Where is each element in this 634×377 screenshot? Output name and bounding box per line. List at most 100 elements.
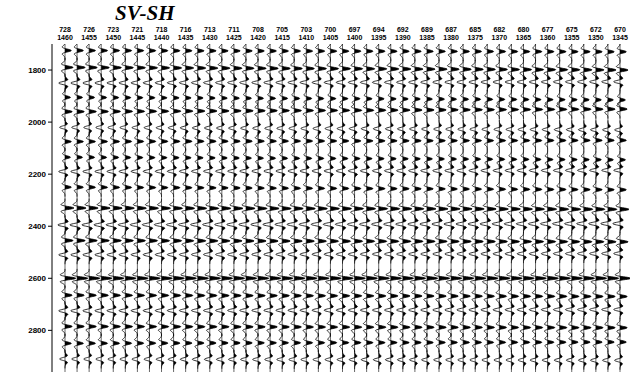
- wiggle-fill: [475, 333, 481, 352]
- wiggle-line: [422, 350, 430, 369]
- wiggle-line: [554, 120, 562, 139]
- wiggle-fill: [391, 101, 398, 120]
- wiggle-fill: [523, 180, 529, 199]
- wiggle-fill: [487, 333, 493, 352]
- wiggle-fill: [427, 199, 436, 218]
- wiggle-fill: [246, 317, 253, 336]
- wiggle-line: [156, 350, 164, 369]
- wiggle-line: [301, 350, 309, 369]
- wiggle-line: [591, 269, 607, 288]
- wiggle-line: [436, 287, 446, 306]
- wiggle-line: [267, 132, 276, 151]
- wiggle-fill: [186, 102, 193, 121]
- wiggle-fill: [174, 231, 182, 250]
- wiggle-fill: [222, 334, 228, 353]
- wiggle-fill: [511, 131, 517, 150]
- wiggle-fill: [415, 101, 422, 120]
- wiggle-line: [216, 350, 224, 369]
- wiggle-line: [517, 300, 526, 319]
- wiggle-line: [267, 286, 277, 305]
- wiggle-line: [569, 44, 578, 61]
- wiggle-line: [481, 245, 490, 264]
- wiggle-line: [96, 269, 112, 288]
- wiggle-line: [616, 200, 629, 219]
- wiggle-line: [62, 317, 72, 336]
- wiggle-fill: [487, 318, 494, 337]
- y-tick-label: 1800: [28, 66, 46, 75]
- wiggle-line: [304, 44, 313, 60]
- wiggle-fill: [89, 58, 97, 77]
- wiggle-fill: [403, 179, 409, 198]
- wiggle-line: [134, 58, 146, 77]
- wiggle-line: [277, 119, 285, 138]
- wiggle-line: [183, 132, 192, 151]
- wiggle-line: [521, 333, 530, 352]
- wiggle-fill: [427, 318, 434, 337]
- wiggle-line: [580, 232, 592, 251]
- wiggle-line: [348, 301, 357, 320]
- wiggle-line: [492, 215, 502, 234]
- wiggle-fill: [101, 334, 107, 353]
- wiggle-line: [364, 44, 373, 61]
- wiggle-fill: [234, 149, 239, 168]
- wiggle-line: [182, 199, 195, 218]
- wiggle-fill: [234, 179, 240, 198]
- wiggle-line: [484, 44, 493, 61]
- wiggle-line: [123, 148, 131, 167]
- wiggle-fill: [451, 287, 458, 306]
- wiggle-line: [243, 44, 252, 60]
- wiggle-line: [376, 89, 384, 108]
- wiggle-line: [216, 119, 224, 138]
- wiggle-fill: [511, 180, 517, 199]
- wiggle-fill: [210, 199, 219, 218]
- wiggle-line: [86, 286, 96, 305]
- wiggle-line: [360, 161, 369, 180]
- trace-label: 682: [494, 26, 506, 33]
- wiggle-line: [532, 200, 545, 219]
- wiggle-fill: [475, 200, 484, 219]
- wiggle-line: [131, 245, 140, 264]
- wiggle-line: [508, 287, 518, 306]
- wiggle-line: [348, 162, 357, 181]
- wiggle-fill: [523, 90, 528, 109]
- wiggle-line: [457, 73, 466, 92]
- wiggle-line: [376, 44, 385, 61]
- wiggle-fill: [306, 199, 315, 218]
- wiggle-line: [244, 149, 252, 168]
- wiggle-fill: [523, 100, 530, 119]
- wiggle-line: [569, 287, 579, 306]
- wiggle-fill: [391, 131, 397, 150]
- wiggle-fill: [137, 317, 144, 336]
- wiggle-line: [183, 148, 191, 167]
- wiggle-line: [242, 59, 254, 78]
- wiggle-line: [253, 119, 261, 138]
- wiggle-line: [521, 90, 529, 109]
- wiggle-fill: [439, 60, 447, 79]
- wiggle-line: [144, 118, 152, 137]
- wiggle-line: [315, 286, 325, 305]
- wiggle-fill: [330, 333, 336, 352]
- wiggle-fill: [246, 149, 251, 168]
- wiggle-fill: [548, 180, 554, 199]
- wiggle-line: [602, 161, 611, 180]
- wiggle-fill: [306, 179, 312, 198]
- wiggle-line: [566, 351, 574, 370]
- wiggle-line: [519, 200, 532, 219]
- wiggle-line: [484, 100, 494, 119]
- wiggle-line: [528, 214, 538, 233]
- trace-label: 1430: [202, 34, 218, 41]
- wiggle-fill: [149, 58, 157, 77]
- wiggle-line: [301, 119, 309, 138]
- wiggle-fill: [367, 59, 375, 78]
- wiggle-line: [448, 333, 457, 352]
- wiggle-line: [255, 101, 265, 120]
- wiggle-line: [107, 301, 116, 320]
- wiggle-fill: [306, 333, 312, 352]
- wiggle-fill: [162, 317, 169, 336]
- wiggle-line: [397, 301, 406, 320]
- wiggle-line: [264, 162, 273, 181]
- wiggle-fill: [137, 58, 145, 77]
- trace-label: 687: [445, 26, 457, 33]
- wiggle-line: [448, 180, 457, 199]
- wiggle-line: [244, 89, 252, 108]
